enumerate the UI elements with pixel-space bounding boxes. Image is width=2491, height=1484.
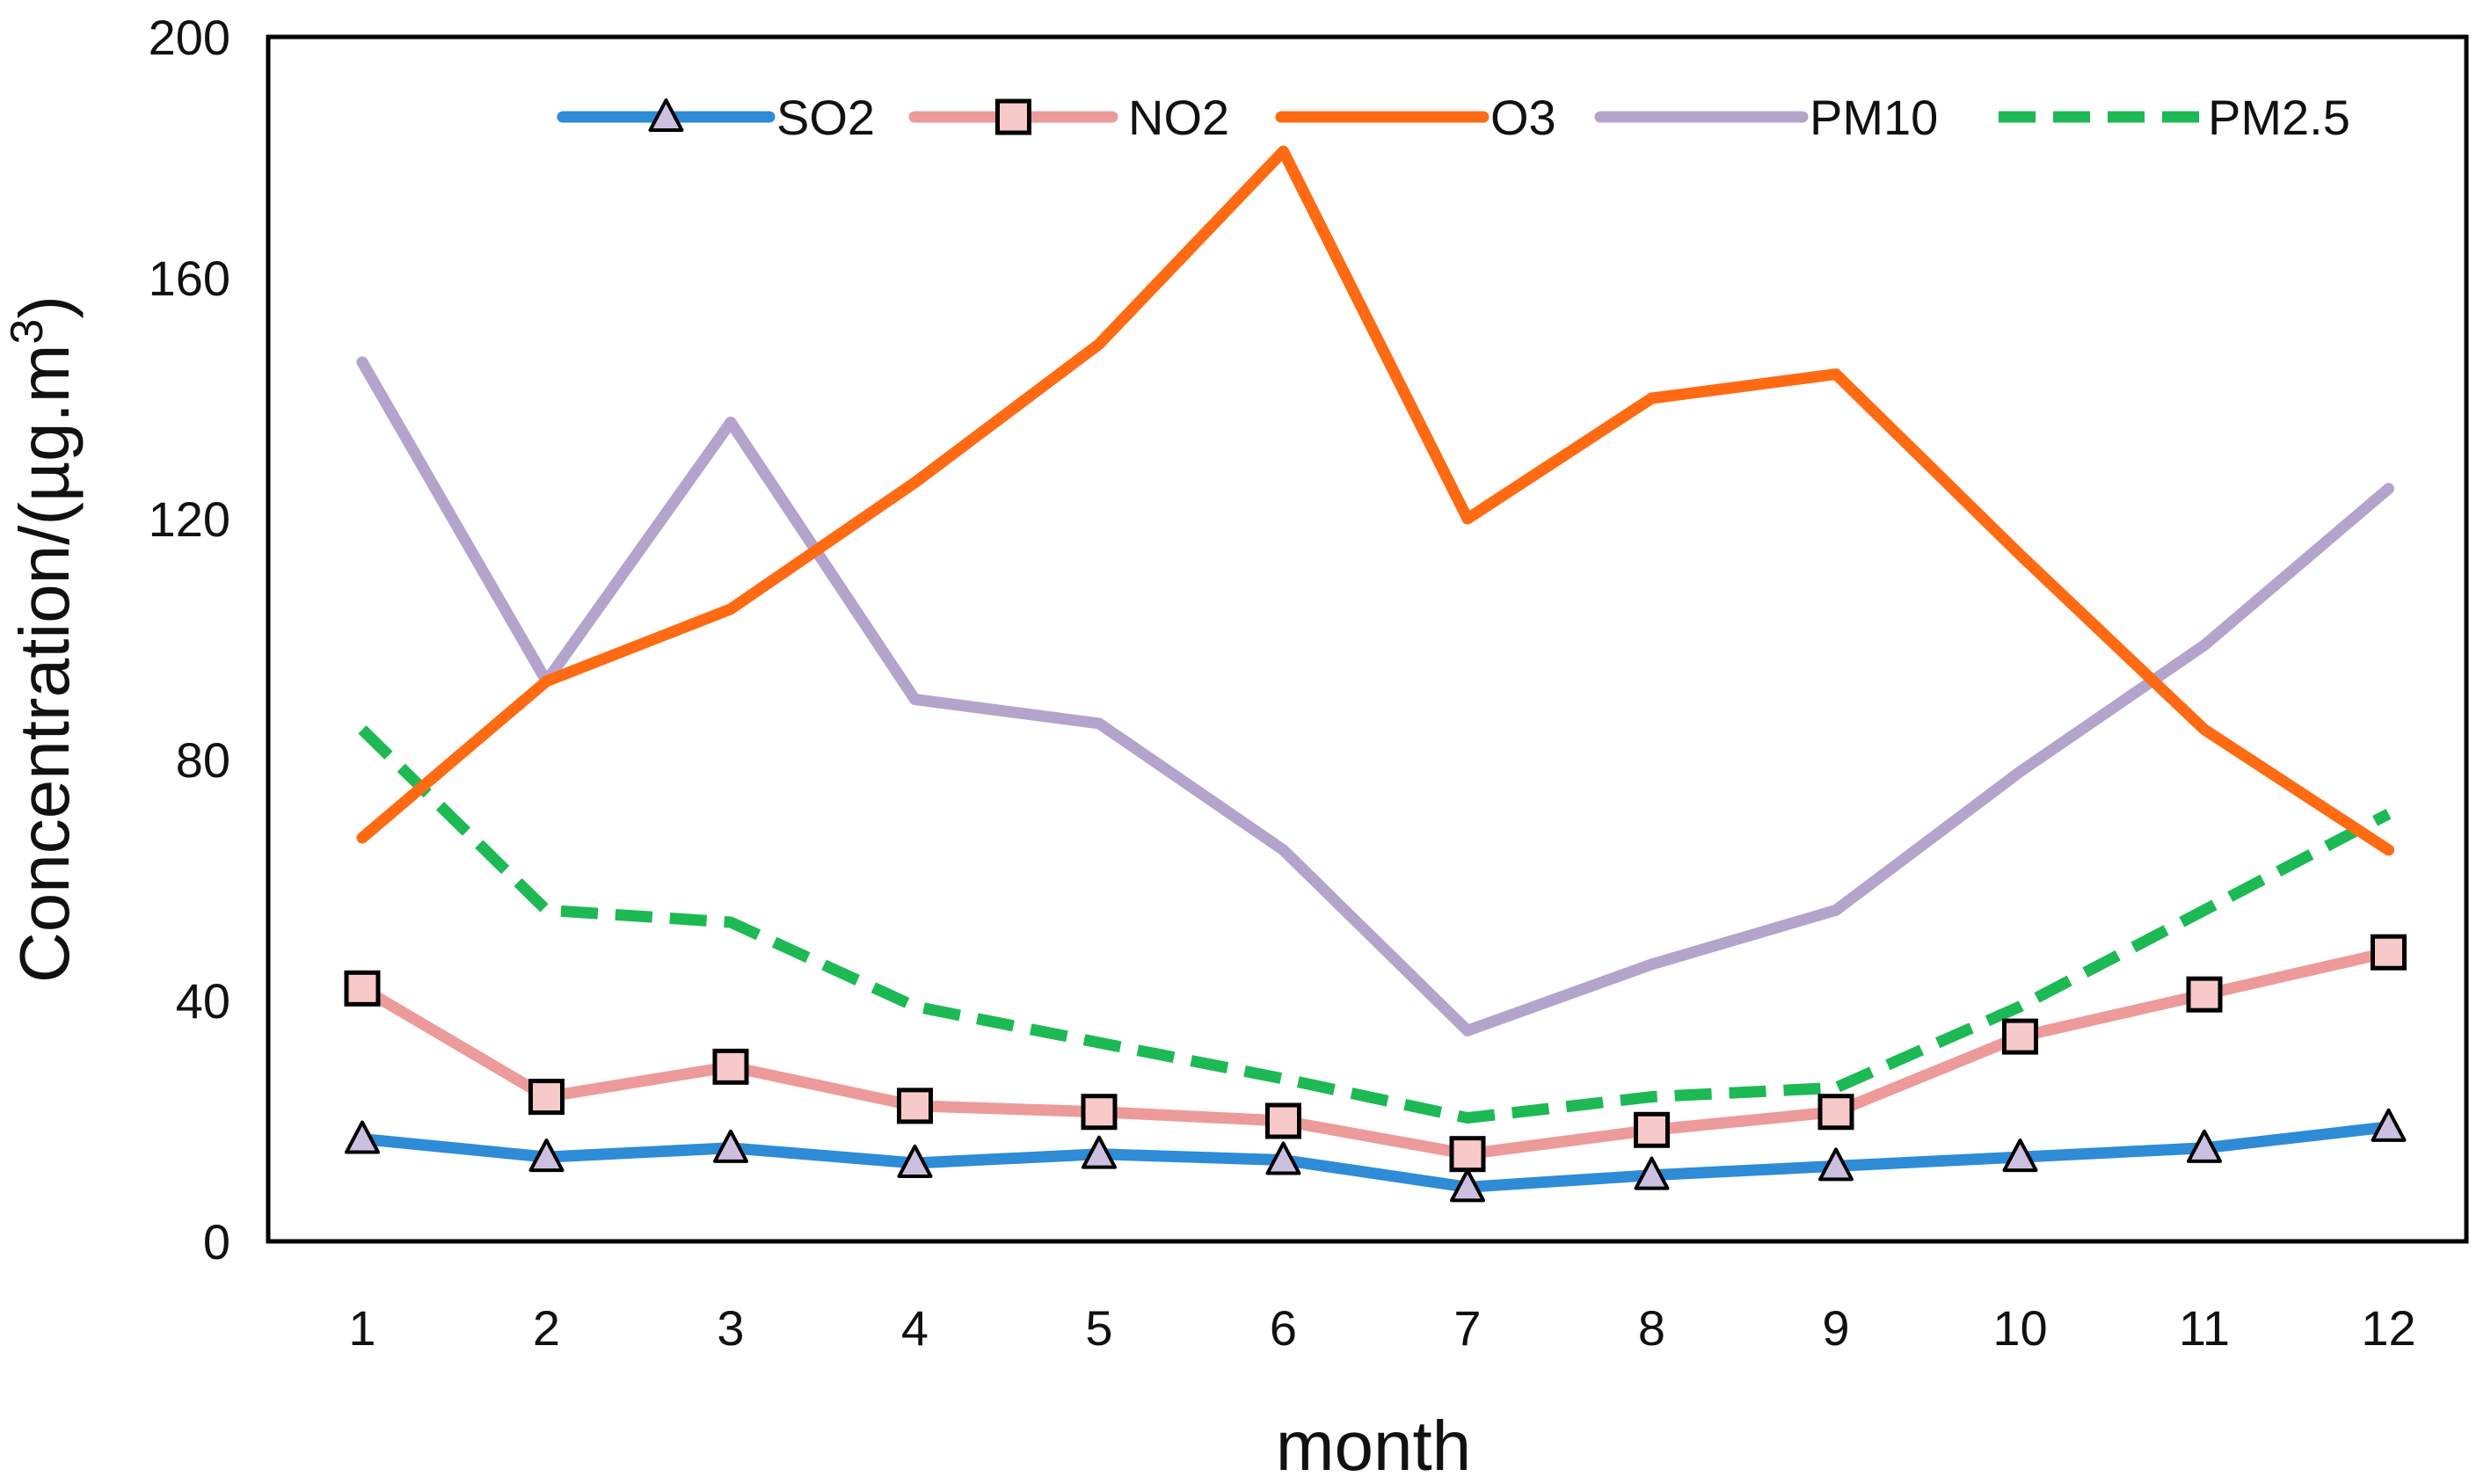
series-markers [344, 934, 2407, 1203]
data-point-so2 [528, 1138, 564, 1173]
y-axis-title-superscript: 3 [2, 319, 53, 345]
data-point-so2 [1265, 1141, 1301, 1175]
x-tick-label: 1 [348, 1300, 375, 1356]
data-point-no2 [1634, 1111, 1670, 1148]
data-point-no2 [2371, 934, 2407, 971]
data-point-no2 [1265, 1102, 1301, 1139]
data-point-so2 [713, 1129, 748, 1163]
data-point-so2 [1634, 1156, 1670, 1190]
y-axis-tick-labels: 0 40 80 120 160 200 [149, 10, 230, 1269]
x-tick-label: 5 [1085, 1300, 1112, 1356]
series-line-pm10 [356, 356, 2394, 1037]
data-point-so2 [2371, 1108, 2407, 1142]
x-tick-label: 4 [901, 1300, 929, 1356]
data-point-so2 [2187, 1129, 2222, 1163]
x-axis-tick-labels: 1 2 3 4 5 6 7 8 9 10 11 12 [348, 1300, 2415, 1356]
data-point-no2 [1817, 1094, 1854, 1131]
data-point-so2 [1818, 1147, 1854, 1182]
y-tick-label: 200 [149, 10, 230, 65]
series-lines [356, 145, 2394, 1193]
plot-frame [266, 34, 2469, 1244]
data-point-no2 [2186, 976, 2223, 1013]
y-tick-label: 80 [176, 732, 230, 788]
x-tick-label: 7 [1453, 1300, 1481, 1356]
legend-marker-so2 [648, 98, 684, 132]
x-axis-title: month [1276, 1407, 1471, 1484]
y-axis-title-main: Concentration/(µg.m [5, 345, 84, 983]
x-tick-label: 3 [717, 1300, 744, 1356]
data-point-so2 [1450, 1168, 1485, 1203]
x-tick-label: 9 [1822, 1300, 1849, 1356]
data-point-no2 [897, 1088, 933, 1124]
data-point-no2 [1449, 1136, 1486, 1173]
series-line-no2 [356, 946, 2394, 1160]
series-line-o3 [356, 145, 2394, 856]
legend: SO2 NO2 O3 PM10 PM2.5 [557, 90, 2350, 145]
series-line-so2 [356, 1121, 2394, 1193]
data-point-so2 [897, 1144, 933, 1178]
y-tick-label: 160 [149, 251, 230, 306]
legend-label-pm2-5: PM2.5 [2208, 90, 2350, 145]
y-axis-title-close: ) [5, 295, 84, 319]
y-axis-title: Concentration/(µg.m3) [2, 295, 84, 983]
legend-label-o3: O3 [1490, 90, 1556, 145]
x-tick-label: 6 [1270, 1300, 1297, 1356]
data-point-no2 [344, 970, 381, 1007]
y-tick-label: 0 [203, 1214, 230, 1269]
data-point-no2 [528, 1079, 564, 1116]
data-point-so2 [2002, 1138, 2038, 1173]
legend-label-pm10: PM10 [1810, 90, 1938, 145]
legend-label-so2: SO2 [776, 90, 875, 145]
data-point-no2 [2002, 1018, 2038, 1055]
data-point-so2 [345, 1120, 380, 1154]
x-tick-label: 10 [1992, 1300, 2047, 1356]
legend-marker-no2 [995, 98, 1031, 135]
x-tick-label: 12 [2361, 1300, 2415, 1356]
data-point-no2 [712, 1048, 749, 1085]
legend-label-no2: NO2 [1128, 90, 1229, 145]
y-tick-label: 120 [149, 491, 230, 547]
x-tick-label: 8 [1638, 1300, 1665, 1356]
y-tick-label: 40 [176, 973, 230, 1029]
data-point-so2 [1082, 1135, 1117, 1169]
x-tick-label: 2 [533, 1300, 560, 1356]
data-point-no2 [1081, 1094, 1118, 1131]
x-tick-label: 11 [2179, 1300, 2230, 1356]
series-line-pm2-5 [358, 725, 2392, 1124]
